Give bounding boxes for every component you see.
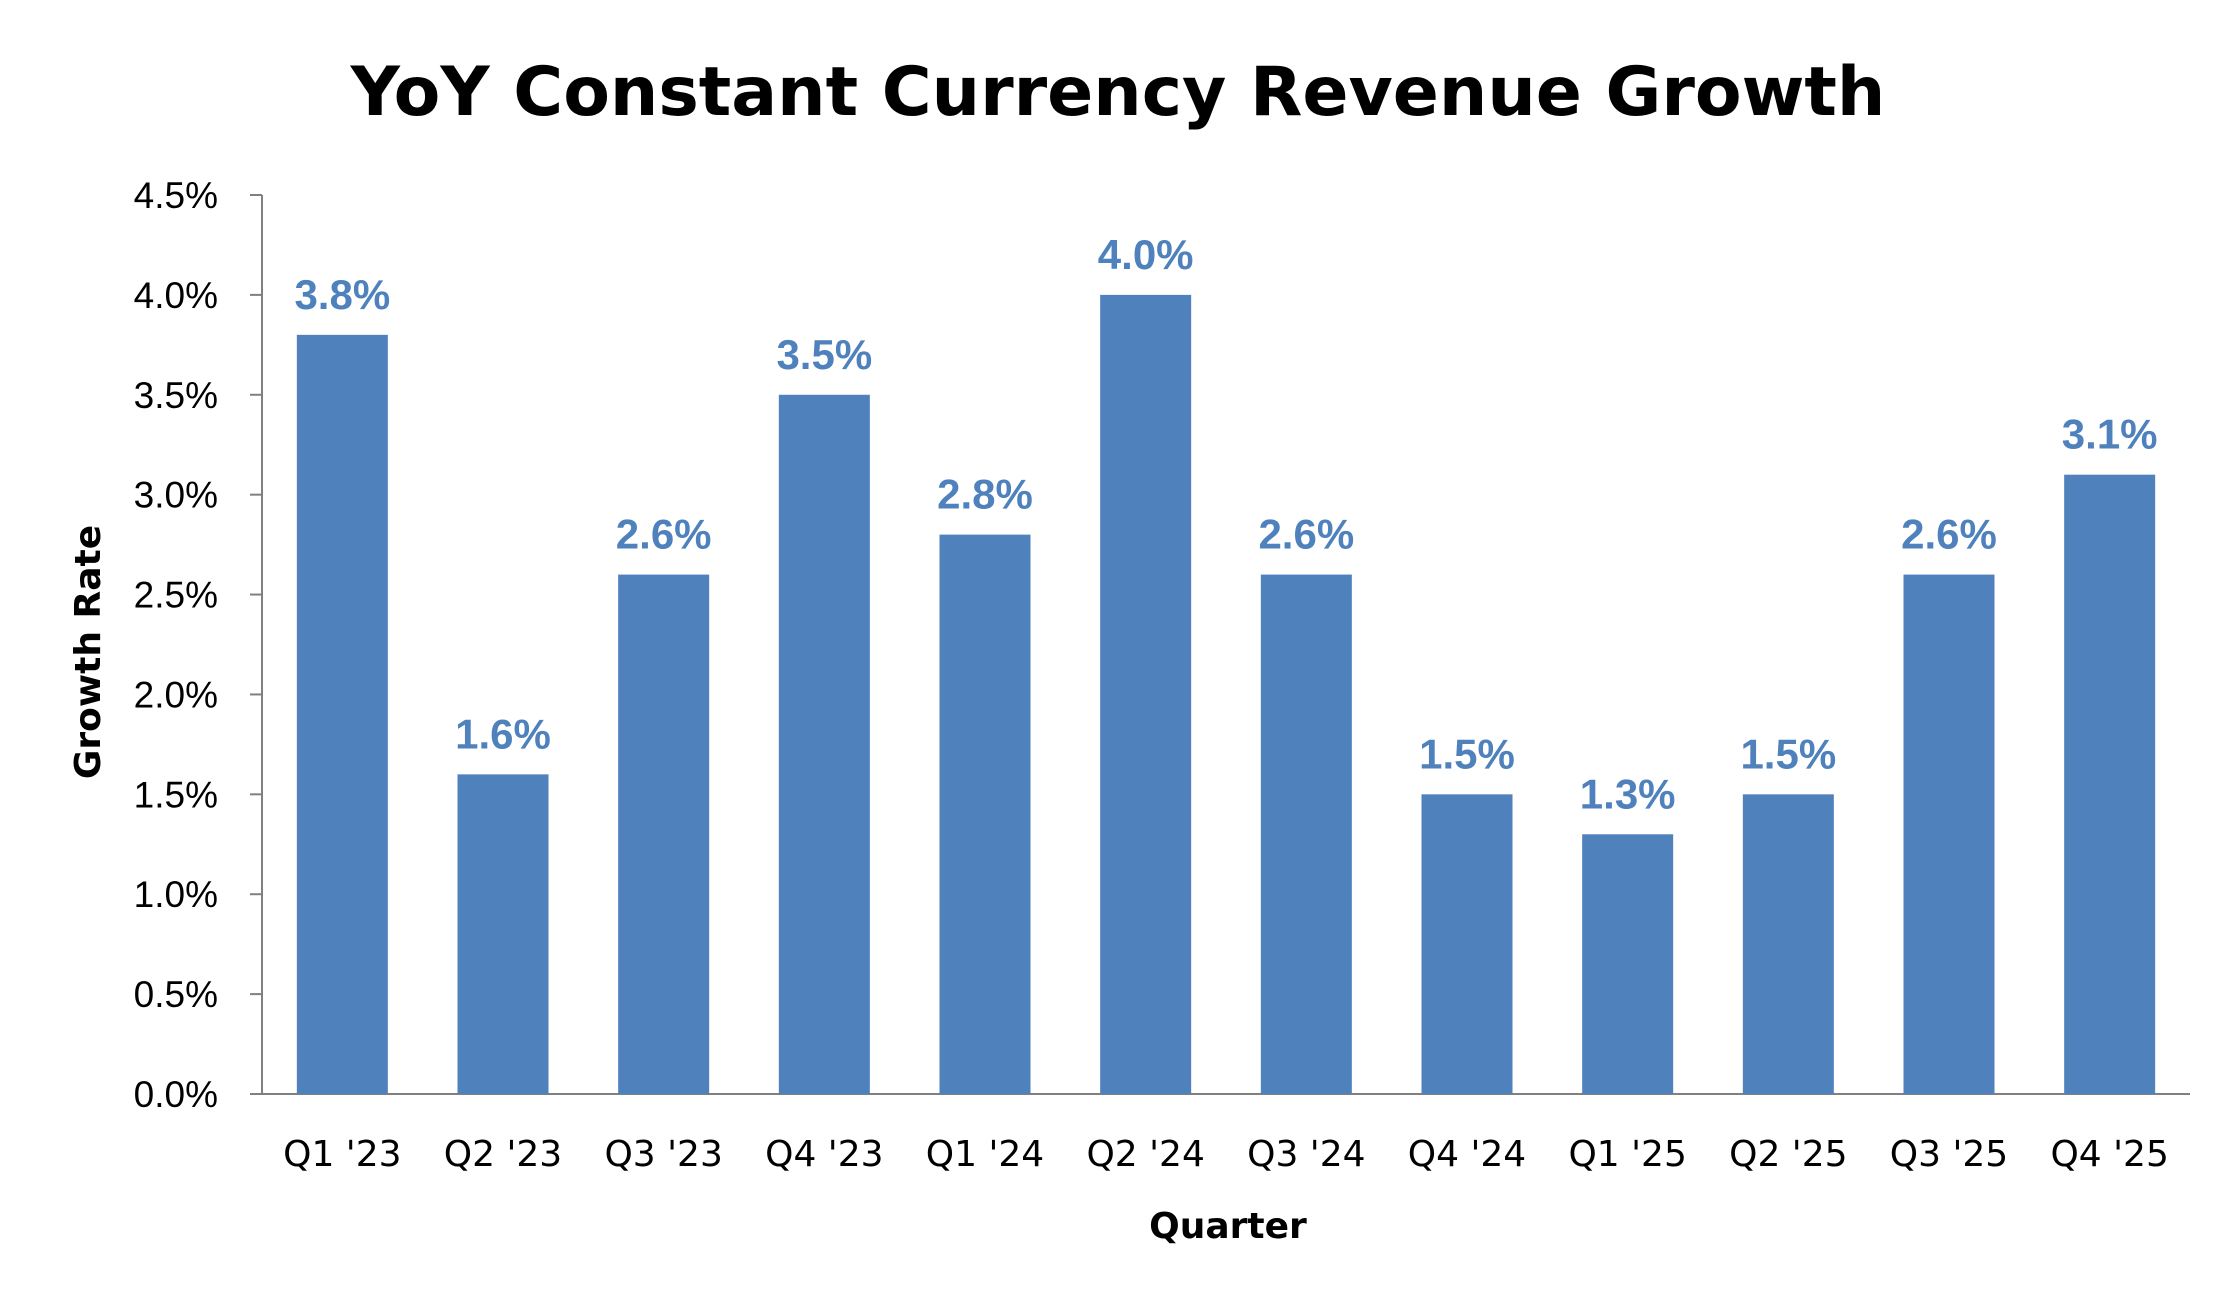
bar — [618, 574, 710, 1094]
bar-value-label: 2.6% — [1901, 511, 1997, 558]
x-tick-label: Q1 '23 — [283, 1134, 401, 1175]
y-tick-label: 1.0% — [134, 874, 218, 915]
bar-value-label: 1.3% — [1580, 770, 1676, 817]
y-tick-label: 2.0% — [134, 674, 218, 715]
x-tick-label: Q4 '24 — [1408, 1134, 1526, 1175]
x-tick-label: Q1 '25 — [1568, 1134, 1686, 1175]
bar-value-label: 1.5% — [1419, 730, 1515, 777]
bar-value-label: 2.6% — [616, 511, 712, 558]
bar — [939, 534, 1031, 1094]
x-tick-label: Q2 '24 — [1086, 1134, 1204, 1175]
bar — [2064, 474, 2156, 1094]
y-tick-label: 4.5% — [134, 175, 218, 216]
bar-value-label: 2.8% — [937, 471, 1033, 518]
y-axis-title: Growth Rate — [68, 525, 109, 779]
x-tick-label: Q1 '24 — [926, 1134, 1044, 1175]
y-tick-label: 3.5% — [134, 375, 218, 416]
chart-title: YoY Constant Currency Revenue Growth — [350, 53, 1886, 132]
bar-value-label: 1.5% — [1740, 730, 1836, 777]
x-tick-label: Q2 '23 — [444, 1134, 562, 1175]
bar-value-label: 3.8% — [294, 271, 390, 318]
bar-value-label: 1.6% — [455, 710, 551, 757]
bar — [1260, 574, 1352, 1094]
x-tick-label: Q3 '25 — [1890, 1134, 2008, 1175]
x-axis-title: Quarter — [1149, 1206, 1307, 1247]
bar — [1421, 794, 1513, 1094]
y-tick-label: 3.0% — [134, 475, 218, 516]
bar-value-label: 3.1% — [2062, 411, 2158, 458]
bar — [1100, 294, 1192, 1094]
y-tick-label: 4.0% — [134, 275, 218, 316]
x-tick-label: Q3 '24 — [1247, 1134, 1365, 1175]
bar — [778, 394, 870, 1094]
y-axis-ticks: 0.0% 0.5% 1.0% 1.5% 2.0% 2.5% 3.0% 3.5% 4.0% 4.5% — [134, 175, 262, 1115]
bar — [1742, 794, 1834, 1094]
data-labels: 3.8% 1.6% 2.6% 3.5% 2.8% 4.0% 2.6% 1.5% 1.3% 1.5%… — [294, 231, 2157, 817]
x-tick-label: Q4 '25 — [2050, 1134, 2168, 1175]
x-tick-label: Q3 '23 — [604, 1134, 722, 1175]
bar — [1582, 834, 1674, 1094]
bar-value-label: 4.0% — [1098, 231, 1194, 278]
x-tick-label: Q4 '23 — [765, 1134, 883, 1175]
y-tick-label: 0.0% — [134, 1074, 218, 1115]
bar-value-label: 2.6% — [1258, 511, 1354, 558]
y-tick-label: 0.5% — [134, 974, 218, 1015]
bar — [296, 334, 388, 1094]
bar-value-label: 3.5% — [776, 331, 872, 378]
bar-series — [296, 294, 2156, 1094]
y-tick-label: 2.5% — [134, 575, 218, 616]
bar — [1903, 574, 1995, 1094]
x-axis-ticks: Q1 '23 Q2 '23 Q3 '23 Q4 '23 Q1 '24 Q2 '24 Q3 '… — [283, 1134, 2169, 1175]
bar — [457, 774, 549, 1094]
x-tick-label: Q2 '25 — [1729, 1134, 1847, 1175]
y-tick-label: 1.5% — [134, 774, 218, 815]
